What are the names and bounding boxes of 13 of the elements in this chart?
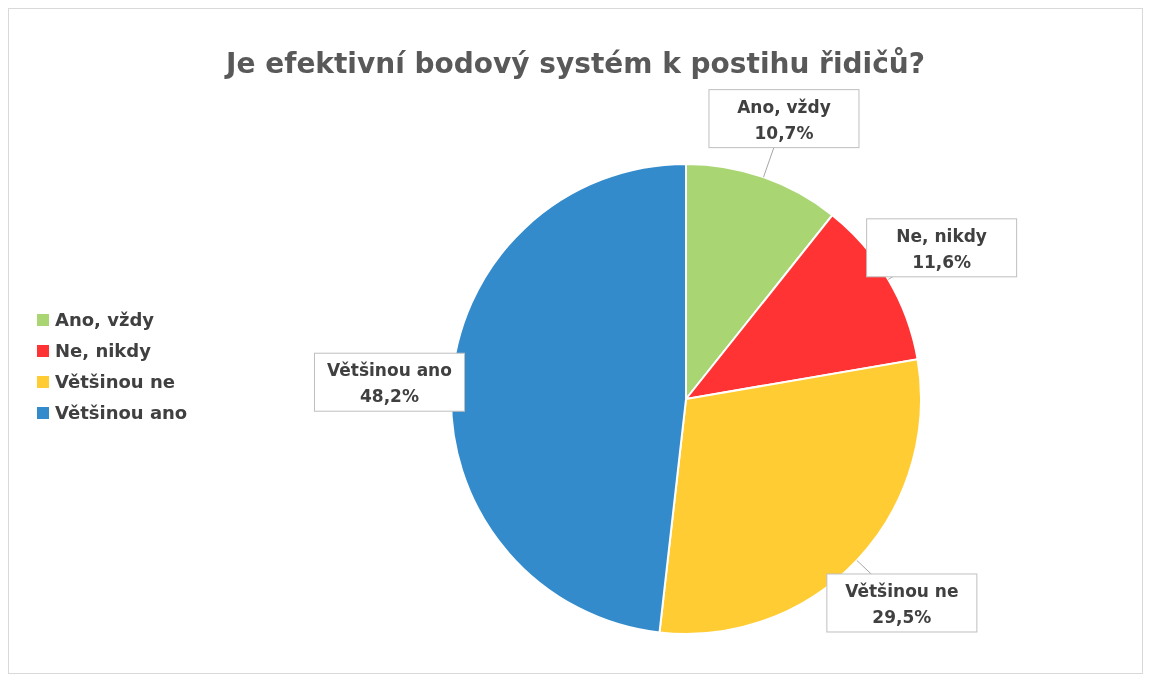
legend-label: Většinou ne xyxy=(55,371,175,392)
data-label: 29,5% xyxy=(872,606,932,627)
slice-label: Většinou ne xyxy=(845,580,959,601)
slice-label: Ne, nikdy xyxy=(896,225,987,246)
data-label: 10,7% xyxy=(754,122,814,143)
data-label: 48,2% xyxy=(359,386,419,407)
slice-label: Většinou ano xyxy=(327,360,452,381)
data-label: 11,6% xyxy=(912,251,972,272)
legend-label: Ano, vždy xyxy=(55,309,155,330)
legend-label: Většinou ano xyxy=(55,402,188,423)
slice-label: Ano, vždy xyxy=(737,96,831,117)
chart-title: Je efektivní bodový systém k postihu řidičů? xyxy=(223,47,926,80)
legend-label: Ne, nikdy xyxy=(55,340,151,361)
